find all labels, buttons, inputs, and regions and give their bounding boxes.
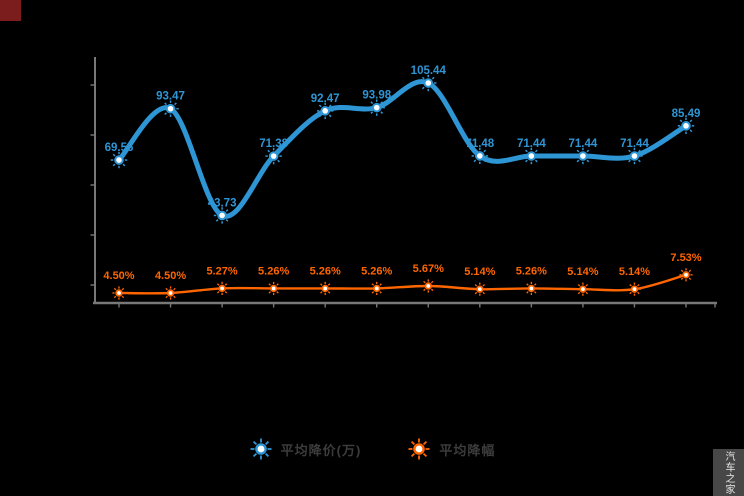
data-point-marker[interactable] [420,74,437,92]
orange-data-label: 5.14% [464,266,495,278]
data-point-marker[interactable] [626,147,643,165]
series-avg-discount-rate: 4.50% 4.50% 5.27% 5.26% 5.26% 5.26% 5.67% 5.14%… [103,252,702,300]
blue-data-label: 71.44 [517,138,546,150]
orange-line [117,273,688,295]
data-point-marker[interactable] [318,281,332,296]
data-point-marker[interactable] [163,286,178,300]
data-point-marker[interactable] [574,147,592,165]
data-point-marker[interactable] [627,282,642,296]
data-point-marker[interactable] [267,281,281,296]
blue-line [116,79,689,219]
brand-corner-square [0,0,21,21]
blue-data-label: 105.44 [411,65,447,77]
blue-data-label: 71.44 [569,138,598,150]
blue-data-label: 93.98 [362,90,391,102]
orange-data-label: 5.14% [567,266,598,278]
data-point-marker[interactable] [110,151,128,169]
blue-point-marker-icon [250,438,272,460]
orange-data-label: 5.26% [258,265,289,277]
blue-data-label: 92.47 [311,93,340,105]
orange-data-label: 5.14% [619,266,650,278]
data-point-marker[interactable] [213,207,231,224]
blue-data-label: 69.56 [105,142,134,154]
orange-data-label: 4.50% [103,270,134,282]
legend-label-avg-discount-rate: 平均降幅 [439,442,496,458]
orange-data-label: 5.26% [310,265,341,277]
autohome-watermark: 汽车之家 [713,449,744,496]
series-avg-price-cut: 69.56 93.47 43.73 71.38 92.47 93.98 105.44 71.4… [105,65,701,224]
data-point-marker[interactable] [215,281,229,295]
data-point-marker[interactable] [265,147,282,165]
data-point-marker[interactable] [421,279,435,293]
blue-data-label: 71.38 [259,138,288,150]
orange-data-label: 5.26% [361,265,392,277]
data-point-marker[interactable] [523,147,540,165]
orange-data-label: 5.26% [516,265,547,277]
blue-data-label: 71.44 [620,138,649,150]
chart-legend: 平均降价(万) 平均降幅 [0,437,744,461]
data-point-marker[interactable] [679,268,693,282]
legend-label-avg-price-cut: 平均降价(万) [280,442,362,458]
orange-point-marker-icon [408,438,430,460]
blue-data-label: 85.49 [672,108,701,120]
orange-data-label: 7.53% [670,252,701,264]
blue-data-label: 71.48 [465,138,494,150]
blue-data-label: 43.73 [208,197,237,209]
data-point-marker[interactable] [677,117,695,135]
data-point-marker[interactable] [473,282,487,296]
data-point-marker[interactable] [576,282,590,296]
legend-item-avg-discount-rate[interactable]: 平均降幅 [407,437,495,461]
data-point-marker[interactable] [368,99,385,116]
orange-data-label: 5.67% [413,263,444,275]
orange-data-label: 4.50% [155,270,186,282]
legend-item-avg-price-cut[interactable]: 平均降价(万) [249,437,362,461]
data-point-marker[interactable] [112,286,126,300]
data-point-marker[interactable] [162,100,179,117]
axes [90,57,717,308]
blue-data-label: 93.47 [156,91,185,103]
data-point-marker[interactable] [524,281,538,296]
orange-data-label: 5.27% [206,265,237,277]
data-point-marker[interactable] [316,102,334,120]
data-point-marker[interactable] [370,281,384,296]
data-point-marker[interactable] [471,147,489,165]
